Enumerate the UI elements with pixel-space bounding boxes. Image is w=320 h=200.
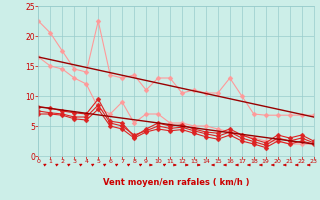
X-axis label: Vent moyen/en rafales ( km/h ): Vent moyen/en rafales ( km/h ) (103, 178, 249, 187)
